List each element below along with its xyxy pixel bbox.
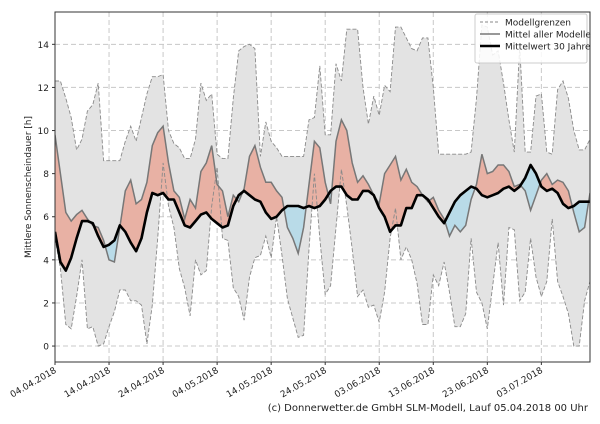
x-tick-label: 03.07.2018 bbox=[495, 366, 545, 401]
series-line-model-max bbox=[55, 24, 590, 162]
y-tick-label: 10 bbox=[38, 127, 50, 137]
series-line-model-min bbox=[55, 162, 590, 347]
x-tick-label: 03.06.2018 bbox=[333, 366, 383, 401]
y-tick-label: 12 bbox=[38, 84, 49, 94]
x-tick-label: 04.05.2018 bbox=[171, 366, 221, 401]
y-tick-label: 14 bbox=[38, 41, 50, 51]
x-tick-label: 23.06.2018 bbox=[441, 366, 491, 401]
legend: Modellgrenzen Mittel aller Modelle Mitte… bbox=[474, 13, 591, 64]
legend-box bbox=[474, 13, 588, 64]
y-tick-label: 8 bbox=[43, 170, 49, 180]
x-tick-label: 13.06.2018 bbox=[387, 366, 437, 401]
y-axis-label: Mittlere Sonnenscheindauer [h] bbox=[24, 116, 34, 258]
legend-label-climate-mean: Mittelwert 30 Jahre bbox=[505, 43, 591, 53]
y-axis: 0 2 4 6 8 10 12 14 bbox=[38, 41, 55, 353]
y-tick-label: 6 bbox=[43, 213, 49, 223]
y-tick-label: 2 bbox=[43, 299, 49, 309]
above-normal-area bbox=[55, 119, 590, 271]
plot-frame bbox=[54, 11, 591, 363]
copyright-footer: (c) Donnerwetter.de GmbH SLM-Modell, Lau… bbox=[267, 403, 588, 414]
x-tick-label: 14.04.2018 bbox=[63, 366, 113, 401]
legend-label-bounds: Modellgrenzen bbox=[505, 19, 571, 29]
y-tick-label: 4 bbox=[43, 256, 49, 266]
x-tick-label: 24.05.2018 bbox=[279, 366, 329, 401]
y-tick-label: 0 bbox=[43, 343, 49, 353]
series-line-model-mean bbox=[55, 117, 590, 264]
legend-label-model-mean: Mittel aller Modelle bbox=[505, 31, 591, 41]
x-tick-label: 24.04.2018 bbox=[117, 366, 167, 401]
x-tick-label: 04.04.2018 bbox=[9, 366, 59, 401]
x-axis: 04.04.2018 14.04.2018 24.04.2018 04.05.2018… bbox=[9, 362, 545, 400]
x-tick-label: 14.05.2018 bbox=[225, 366, 275, 401]
series-line-climate-mean bbox=[55, 163, 590, 272]
